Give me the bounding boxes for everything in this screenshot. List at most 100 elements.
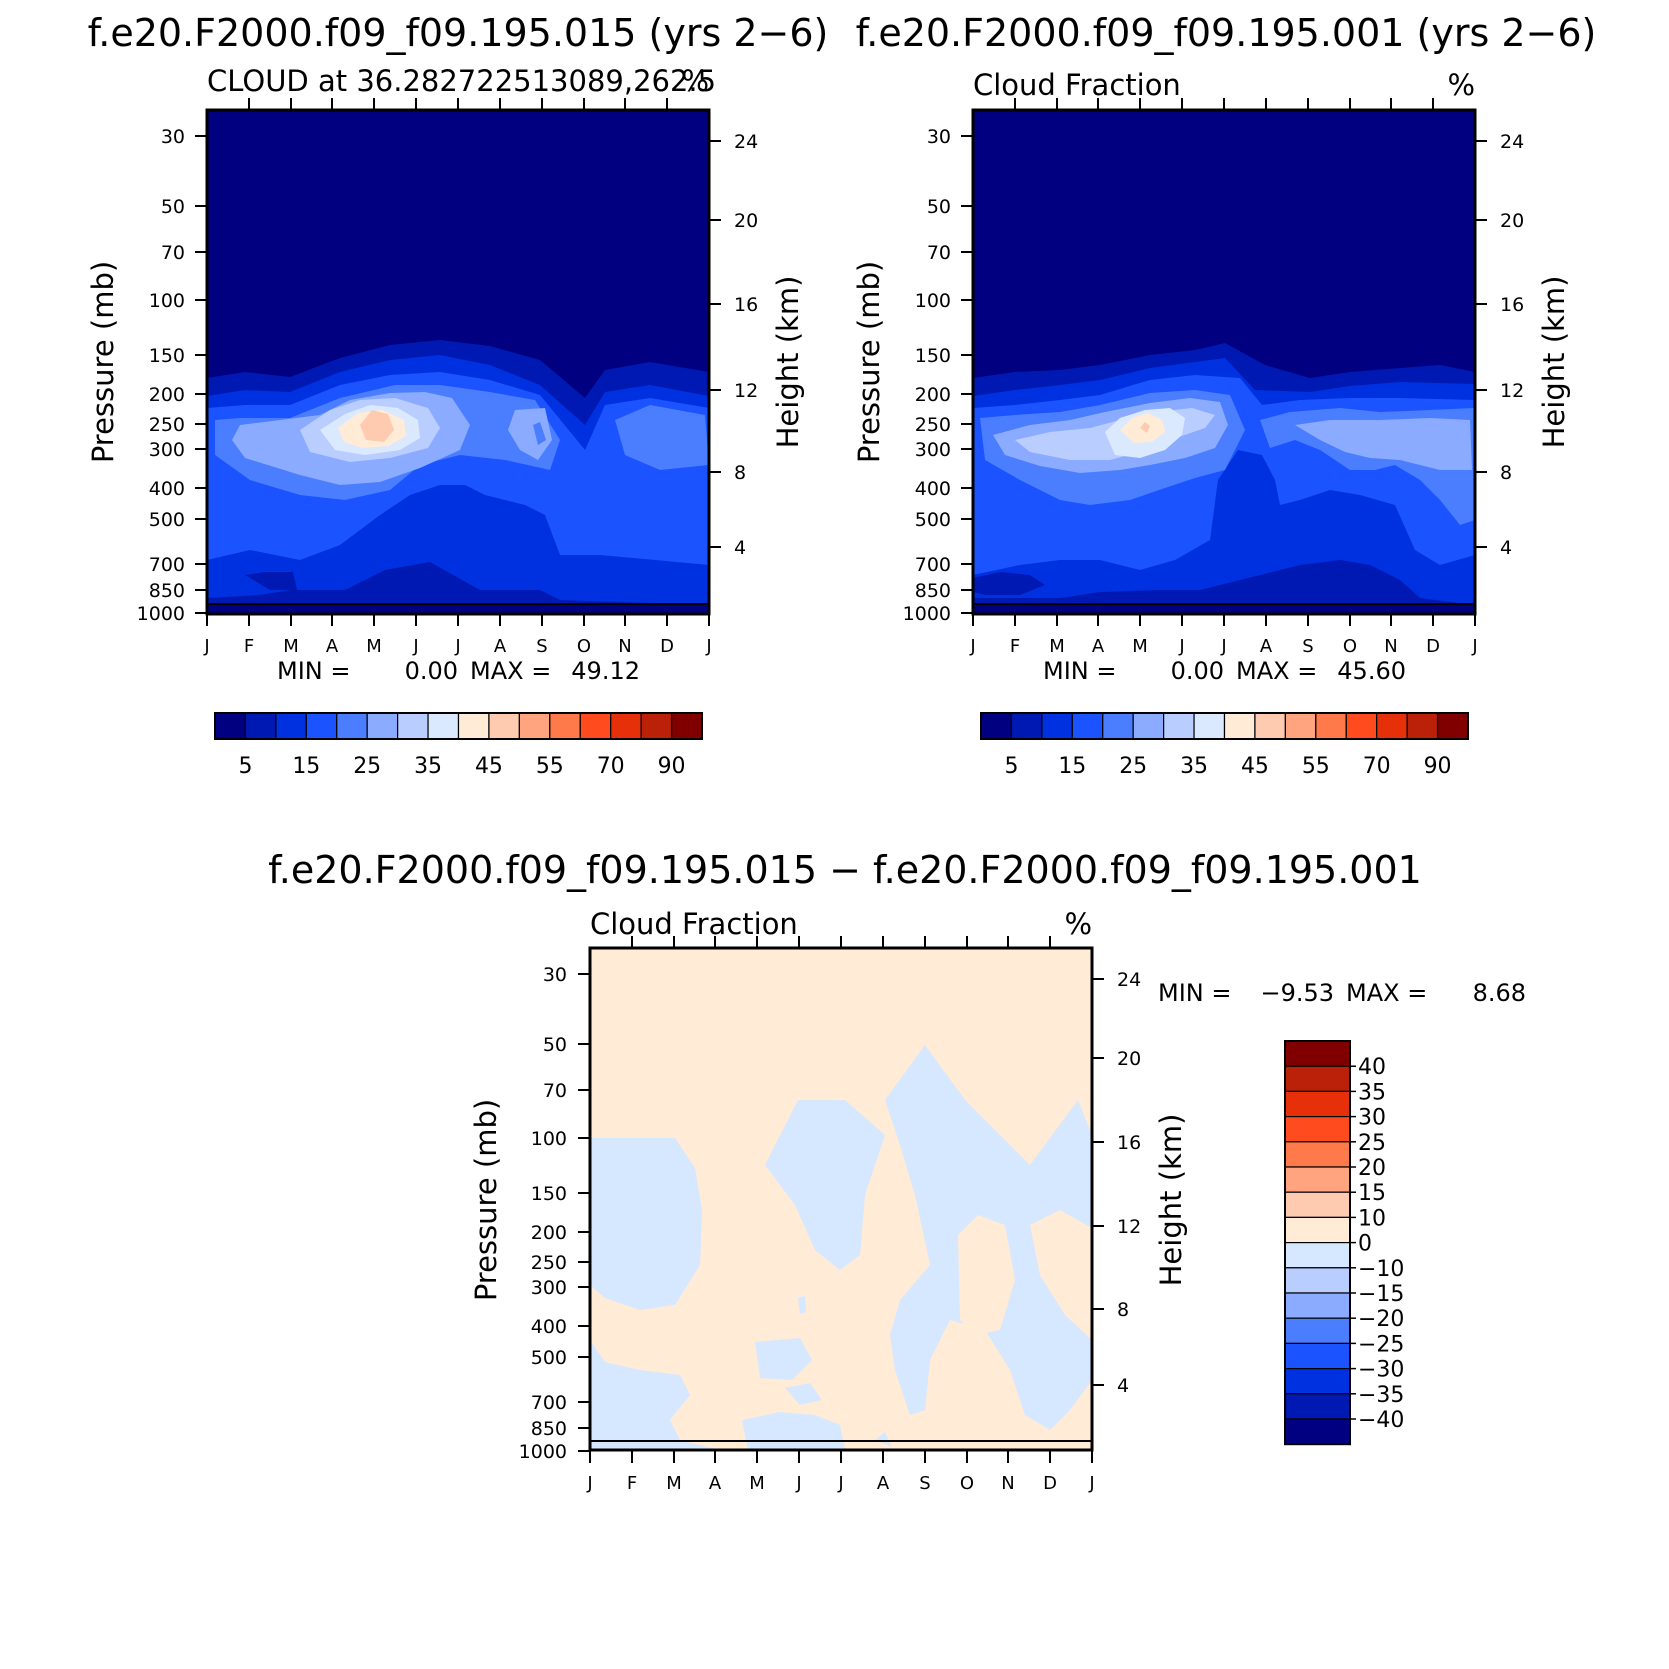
- panel-c-ytick: 70: [543, 1080, 567, 1102]
- colorbar-label: 15: [1058, 754, 1086, 779]
- panel-b-ytick: 250: [915, 414, 951, 436]
- colorbar-swatch: [1010, 712, 1043, 740]
- panel-c-min: −9.53: [1260, 979, 1334, 1007]
- panel-b-ytick: 150: [915, 345, 951, 367]
- panel-c-yaxis-left: 30 50 70 100 150 200 250 300 400 500 700…: [519, 964, 590, 1463]
- panel-b-ytick: 850: [915, 580, 951, 602]
- panel-b-subtitle: Cloud Fraction: [973, 68, 1181, 102]
- colorbar-label: 35: [1180, 754, 1208, 779]
- panel-c-title: f.e20.F2000.f09_f09.195.015 − f.e20.F200…: [268, 848, 1422, 892]
- colorbar-swatch: [1284, 1393, 1351, 1420]
- panel-c-xtick: J: [837, 1473, 843, 1494]
- panel-b-xtick: A: [1092, 636, 1105, 657]
- panel-a-ytick: 250: [149, 414, 185, 436]
- colorbar-label: −40: [1358, 1408, 1404, 1433]
- panel-c-ytick-right: 16: [1117, 1132, 1141, 1154]
- panel-b-ytick-right: 4: [1500, 537, 1512, 559]
- panel-a-ytick: 150: [149, 345, 185, 367]
- panel-a-ytick: 200: [149, 384, 185, 406]
- panel-c-xtick: A: [709, 1473, 722, 1494]
- panel-c-ytick-right: 4: [1117, 1375, 1129, 1397]
- colorbar-swatch: [488, 712, 520, 740]
- colorbar-label: 90: [658, 754, 686, 779]
- colorbar-swatch: [1284, 1115, 1351, 1143]
- panel-b-xtick: O: [1343, 636, 1357, 657]
- colorbar-swatch: [1284, 712, 1317, 740]
- panel-b-min: 0.00: [1171, 657, 1224, 685]
- colorbar-label: 35: [1358, 1080, 1386, 1105]
- colorbar-swatch: [1254, 712, 1286, 740]
- colorbar-swatch: [1041, 712, 1073, 740]
- panel-a-ytick: 50: [161, 196, 185, 218]
- colorbar-label: 5: [238, 754, 252, 779]
- colorbar-label: 30: [1358, 1106, 1386, 1131]
- panel-a-ytick: 100: [149, 290, 185, 312]
- colorbar-swatch: [1132, 712, 1165, 740]
- panel-b-ytick: 70: [927, 242, 951, 264]
- panel-c-ylabel-right: Height (km): [1154, 1114, 1188, 1287]
- colorbar-swatch: [640, 712, 673, 740]
- colorbar-swatch: [1284, 1090, 1351, 1118]
- panel-b-ytick: 100: [915, 290, 951, 312]
- panel-a-ylabel: Pressure (mb): [86, 261, 120, 463]
- panel-b-ytick: 1000: [903, 603, 951, 625]
- colorbar-swatch: [518, 712, 551, 740]
- panel-b-xtick: F: [1010, 636, 1020, 657]
- colorbar-swatch: [275, 712, 307, 740]
- panel-a-ytick: 400: [149, 478, 185, 500]
- panel-c-xtick: J: [586, 1473, 592, 1494]
- panel-b-ytick: 400: [915, 478, 951, 500]
- panel-c-xtick: M: [749, 1473, 765, 1494]
- colorbar-swatch: [1284, 1317, 1351, 1344]
- panel-c-ytick: 1000: [519, 1441, 567, 1463]
- colorbar-label: −20: [1358, 1307, 1404, 1332]
- panel-b-xaxis: J F M A M J J A S O N D J: [969, 98, 1478, 657]
- panel-a-xtick: M: [283, 636, 299, 657]
- panel-a-xtick: J: [203, 636, 209, 657]
- panel-b-xtick: J: [1471, 636, 1477, 657]
- colorbar-swatch: [1315, 712, 1347, 740]
- colorbar-label: −25: [1358, 1332, 1404, 1357]
- panel-a-colorbar: 5 15 25 35 45 55 70 90: [214, 712, 703, 779]
- colorbar-label: 40: [1358, 1055, 1386, 1080]
- panel-c-xtick: J: [1088, 1473, 1094, 1494]
- colorbar-label: 70: [597, 754, 625, 779]
- panel-b-xtick: M: [1049, 636, 1065, 657]
- colorbar-label: 55: [1302, 754, 1330, 779]
- panel-a-xtick: O: [577, 636, 591, 657]
- panel-a-min-label: MIN =: [277, 657, 350, 685]
- panel-c-ytick-right: 20: [1117, 1048, 1141, 1070]
- panel-a-subtitle: CLOUD at 36.282722513089,262.5: [207, 64, 716, 98]
- panel-c-xaxis: J F M A M J J A S O N D J: [586, 936, 1095, 1494]
- colorbar-swatch: [1223, 712, 1256, 740]
- panel-c-xtick: S: [919, 1473, 930, 1494]
- panel-b-xtick: J: [1178, 636, 1184, 657]
- panel-a-yaxis-right: 24 20 16 12 8 4: [709, 131, 758, 559]
- colorbar-swatch: [1284, 1065, 1351, 1092]
- panel-c-ytick: 500: [531, 1347, 567, 1369]
- colorbar-swatch: [1436, 712, 1469, 740]
- panel-a-xtick: F: [244, 636, 254, 657]
- panel-c-ytick: 50: [543, 1034, 567, 1056]
- panel-a: f.e20.F2000.f09_f09.195.015 (yrs 2−6) CL…: [86, 11, 828, 779]
- colorbar-label: 25: [353, 754, 381, 779]
- panel-c-xtick: O: [960, 1473, 974, 1494]
- colorbar-label: 0: [1358, 1232, 1372, 1257]
- panel-a-ylabel-right: Height (km): [771, 276, 805, 449]
- colorbar-swatch: [1284, 1216, 1351, 1244]
- panel-b-ylabel: Pressure (mb): [852, 261, 886, 463]
- panel-a-units: %: [681, 64, 709, 98]
- panel-b-ytick-right: 12: [1500, 380, 1524, 402]
- colorbar-swatch: [980, 712, 1013, 740]
- panel-c-subtitle: Cloud Fraction: [590, 907, 798, 941]
- panel-b-ytick-right: 24: [1500, 131, 1524, 153]
- panel-a-ytick: 70: [161, 242, 185, 264]
- panel-c-xtick: D: [1043, 1473, 1057, 1494]
- panel-b-title: f.e20.F2000.f09_f09.195.001 (yrs 2−6): [856, 11, 1597, 55]
- colorbar-swatch: [670, 712, 703, 740]
- panel-c-ytick: 700: [531, 1392, 567, 1414]
- colorbar-label: −35: [1358, 1383, 1404, 1408]
- panel-c-yaxis-right: 24 20 16 12 8 4: [1092, 969, 1141, 1397]
- panel-b-ytick-right: 20: [1500, 210, 1524, 232]
